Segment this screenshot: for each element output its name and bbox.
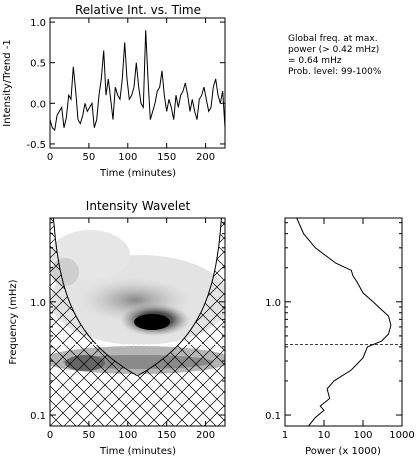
global-power-frame bbox=[284, 217, 403, 427]
cone-of-influence bbox=[50, 218, 225, 426]
x-tick-label: 200 bbox=[196, 152, 215, 163]
y-tick-label: 0.1 bbox=[30, 411, 46, 422]
wavelet-ticks: 0 50 100 150 200 0.1 1.0 bbox=[30, 218, 225, 441]
lightcurve-ticks: 0 50 100 150 200 -0.5 0.0 0.5 1.0 bbox=[26, 18, 225, 163]
x-tick-label: 1000 bbox=[389, 430, 414, 441]
y-tick-label: 1.0 bbox=[30, 298, 46, 309]
x-tick-label: 150 bbox=[157, 152, 176, 163]
y-tick-label: 1.0 bbox=[265, 298, 281, 309]
x-tick-label: 0 bbox=[47, 152, 53, 163]
lightcurve-title: Relative Int. vs. Time bbox=[75, 3, 201, 17]
x-tick-label: 0 bbox=[47, 430, 53, 441]
annotation-line: power (> 0.42 mHz) bbox=[288, 45, 380, 55]
y-tick-label: 0.0 bbox=[30, 99, 46, 110]
lightcurve-xlabel: Time (minutes) bbox=[99, 168, 176, 179]
x-tick-label: 100 bbox=[118, 430, 137, 441]
annotation-line: Prob. level: 99-100% bbox=[288, 67, 382, 77]
annotation-line: = 0.64 mHz bbox=[288, 56, 342, 66]
x-tick-label: 50 bbox=[83, 152, 96, 163]
annotation-line: Global freq. at max. bbox=[288, 34, 378, 44]
global-power-ticks: 1 10 100 1000 0.1 1.0 bbox=[265, 218, 415, 441]
lightcurve-series bbox=[49, 30, 226, 132]
x-tick-label: 150 bbox=[157, 430, 176, 441]
x-tick-label: 50 bbox=[83, 430, 96, 441]
cone-of-influence-edge bbox=[52, 218, 222, 377]
lightcurve-panel: Relative Int. vs. Time 0 50 100 150 200-0.50… bbox=[2, 3, 226, 179]
x-tick-label: 1 bbox=[282, 430, 288, 441]
y-tick-label: 0.1 bbox=[265, 411, 281, 422]
wavelet-panel: Intensity Wavelet 0 50 100 150 200 0.1 1.0 Tim… bbox=[8, 199, 226, 457]
wavelet-frame bbox=[49, 217, 226, 427]
wavelet-title: Intensity Wavelet bbox=[86, 199, 191, 213]
y-tick-label: -0.5 bbox=[26, 140, 46, 151]
global-power-xlabel: Power (x 1000) bbox=[305, 446, 381, 457]
wavelet-spectrum bbox=[50, 218, 225, 426]
x-tick-label: 200 bbox=[196, 430, 215, 441]
global-frequency-annotation: Global freq. at max. power (> 0.42 mHz) … bbox=[288, 34, 381, 78]
lightcurve-frame bbox=[49, 17, 226, 149]
x-tick-label: 10 bbox=[318, 430, 331, 441]
global-power-series bbox=[296, 217, 392, 427]
wavelet-ylabel: Frequency (mHz) bbox=[8, 279, 19, 364]
x-tick-label: 100 bbox=[353, 430, 372, 441]
x-tick-label: 100 bbox=[118, 152, 137, 163]
y-tick-label: 0.5 bbox=[30, 59, 46, 70]
lightcurve-ylabel: Intensity/Trend -1 bbox=[2, 39, 13, 126]
y-tick-label: 1.0 bbox=[30, 18, 46, 29]
wavelet-xlabel: Time (minutes) bbox=[99, 446, 176, 457]
global-power-panel: 1 10 100 1000 0.1 1.0 Power (x 1000) bbox=[265, 217, 415, 457]
power-peak-core bbox=[134, 314, 170, 330]
